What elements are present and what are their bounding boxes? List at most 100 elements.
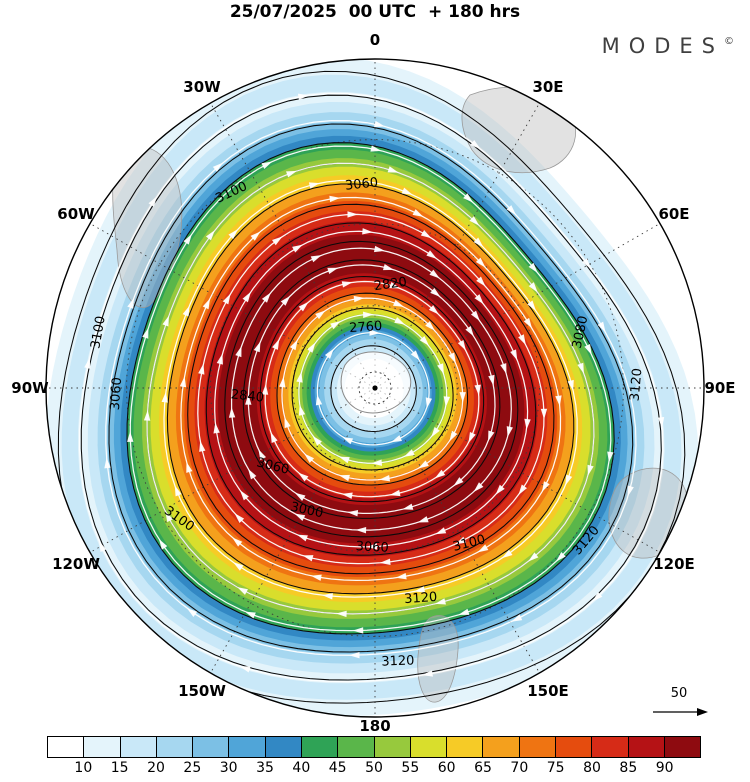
colorbar-cell bbox=[555, 737, 593, 757]
streamline-arrowhead-icon bbox=[488, 374, 495, 386]
lon-label: 60W bbox=[57, 205, 95, 223]
streamline-arrowhead-icon bbox=[371, 459, 383, 466]
streamline-arrowhead-icon bbox=[182, 305, 190, 317]
streamline-arrowhead-icon bbox=[435, 527, 447, 535]
colorbar-tick-label: 75 bbox=[546, 760, 565, 776]
streamline-arrowhead-icon bbox=[500, 363, 507, 375]
contour-label: 2760 bbox=[349, 319, 383, 336]
streamline-arrowhead-icon bbox=[382, 263, 394, 271]
streamline-arrowhead-icon bbox=[338, 456, 350, 464]
streamline-arrowhead-icon bbox=[518, 334, 526, 346]
streamline-arrowhead-icon bbox=[510, 349, 518, 361]
landmasses bbox=[112, 86, 689, 703]
streamline-arrowhead-icon bbox=[528, 262, 538, 274]
streamline-arrowhead-icon bbox=[410, 350, 420, 361]
streamline-arrowhead-icon bbox=[296, 534, 308, 542]
streamline-arrowhead-icon bbox=[528, 552, 539, 562]
streamline-arrowhead-icon bbox=[248, 468, 257, 480]
streamline-arrowhead-icon bbox=[555, 395, 562, 407]
streamline bbox=[264, 280, 480, 498]
streamline-arrowhead-icon bbox=[426, 250, 437, 259]
streamline-arrowhead-icon bbox=[587, 464, 594, 476]
streamline-arrowhead-icon bbox=[212, 162, 223, 172]
streamline-arrowhead-icon bbox=[474, 384, 481, 396]
streamline-arrowhead-icon bbox=[524, 418, 531, 430]
latitude-circle bbox=[210, 223, 540, 553]
streamline-arrowhead-icon bbox=[389, 489, 401, 497]
streamline-arrowhead-icon bbox=[425, 321, 435, 331]
streamline-arrowhead-icon bbox=[369, 329, 381, 336]
lon-label: 150W bbox=[178, 682, 226, 700]
streamline-arrowhead-icon bbox=[302, 555, 314, 562]
geopotential-contour bbox=[187, 203, 555, 575]
streamline-arrowhead-icon bbox=[511, 614, 523, 622]
colorbar-cell bbox=[193, 737, 230, 757]
contour-label: 2840 bbox=[230, 387, 264, 405]
colorbar-tick-label: 65 bbox=[474, 760, 492, 776]
colorbar-cell bbox=[84, 737, 121, 757]
streamline-arrowhead-icon bbox=[179, 376, 187, 388]
contour-label: 3060 bbox=[355, 539, 389, 556]
lon-label: 30W bbox=[183, 78, 221, 96]
streamline-arrowhead-icon bbox=[475, 257, 486, 268]
colorbar-tick-label: 40 bbox=[292, 760, 311, 776]
lon-label: 90W bbox=[11, 379, 49, 397]
streamline-arrowhead-icon bbox=[476, 276, 486, 287]
contour-label: 3080 bbox=[570, 315, 592, 350]
streamline-arrowhead-icon bbox=[353, 295, 365, 303]
streamline-arrowhead-icon bbox=[607, 451, 614, 463]
streamline-arrowhead-icon bbox=[296, 371, 303, 383]
streamline-arrowhead-icon bbox=[289, 339, 298, 351]
streamline-arrowhead-icon bbox=[414, 586, 426, 593]
streamline-arrowhead-icon bbox=[518, 484, 528, 495]
colorbar-cell bbox=[447, 737, 484, 757]
antarctica-outline bbox=[340, 351, 412, 414]
streamline-arrowhead-icon bbox=[393, 299, 404, 307]
streamline-arrowhead-icon bbox=[373, 245, 385, 253]
copyright-icon: © bbox=[724, 36, 734, 47]
modes-logo-text: MODES bbox=[601, 34, 724, 58]
lon-label: 90E bbox=[704, 379, 735, 397]
streamline-arrowhead-icon bbox=[465, 326, 474, 337]
streamline-arrowhead-icon bbox=[470, 310, 480, 321]
streamline-arrowhead-icon bbox=[322, 593, 333, 600]
streamline-arrowhead-icon bbox=[501, 549, 513, 559]
pole-area bbox=[340, 351, 412, 414]
geopotential-contour bbox=[291, 307, 454, 471]
streamline-arrowhead-icon bbox=[304, 453, 315, 463]
colorbar-cell bbox=[628, 737, 665, 757]
streamline-arrowhead-icon bbox=[271, 236, 283, 246]
streamline-arrowhead-icon bbox=[199, 440, 206, 452]
geopotential-contours bbox=[57, 70, 686, 704]
contour-label: 3060 bbox=[108, 377, 125, 411]
streamline-arrowhead-icon bbox=[527, 300, 536, 311]
colorbar-cell bbox=[156, 737, 194, 757]
streamline-arrowhead-icon bbox=[233, 562, 244, 571]
streamline-arrowhead-icon bbox=[418, 460, 429, 469]
colorbar bbox=[47, 736, 701, 758]
streamline-arrowhead-icon bbox=[506, 426, 513, 438]
lon-label: 30E bbox=[532, 78, 563, 96]
streamline-arrowhead-icon bbox=[205, 230, 215, 241]
colorbar-cell bbox=[265, 737, 302, 757]
streamline-arrowhead-icon bbox=[387, 166, 399, 173]
streamline-arrowhead-icon bbox=[419, 335, 430, 346]
geopotential-contour bbox=[205, 222, 537, 556]
lon-label: 60E bbox=[658, 205, 689, 223]
streamline-arrowhead-icon bbox=[449, 430, 458, 442]
streamline-arrowhead-icon bbox=[261, 292, 271, 303]
colorbar-tick-label: 45 bbox=[328, 760, 347, 776]
geopotential-contour bbox=[108, 123, 634, 653]
streamline-arrowhead-icon bbox=[459, 392, 466, 403]
streamline-arrowhead-icon bbox=[412, 209, 424, 217]
longitude-labels: 0 30E 60E 90E 120E 150E 180 150W 120W 90… bbox=[11, 31, 735, 735]
colorbar-tick-label: 90 bbox=[655, 760, 674, 776]
colorbar-tick-label: 50 bbox=[365, 760, 383, 776]
streamline-arrowhead-icon bbox=[448, 352, 456, 364]
streamline-arrowhead-icon bbox=[370, 145, 382, 152]
streamline-arrowhead-icon bbox=[403, 449, 415, 457]
streamline-arrowhead-icon bbox=[261, 384, 269, 395]
colorbar-cell bbox=[664, 737, 701, 757]
latitude-circle bbox=[292, 305, 458, 471]
colorbar-cell bbox=[338, 737, 375, 757]
